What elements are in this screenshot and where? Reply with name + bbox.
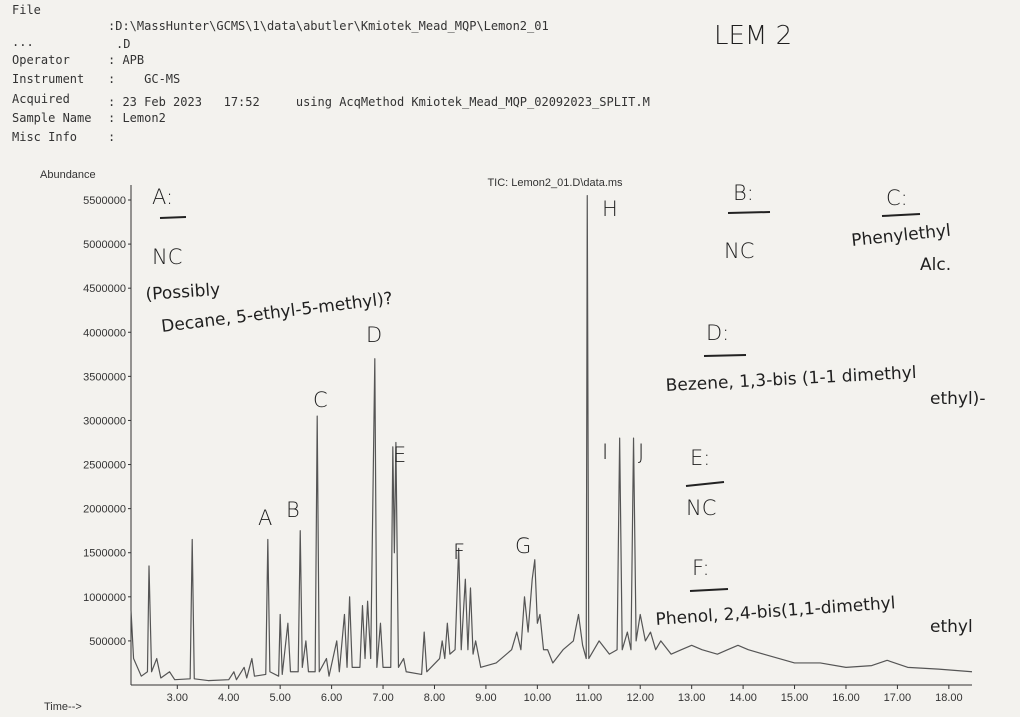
x-tick-label: 16.00	[832, 692, 860, 704]
peak-label: B	[286, 498, 300, 522]
note: A:	[152, 185, 173, 209]
header-key: File	[12, 3, 41, 17]
y-tick-label: 3500000	[83, 371, 126, 383]
y-tick-label: 1500000	[83, 548, 126, 560]
y-tick-label: 500000	[89, 636, 126, 648]
x-tick-label: 13.00	[678, 692, 706, 704]
y-tick-label: 5500000	[83, 195, 126, 207]
peak-label: F	[453, 540, 465, 564]
header: File :D:\MassHunter\GCMS\1\data\abutler\…	[12, 3, 792, 144]
note: E:	[690, 446, 710, 470]
peak-label: J	[638, 440, 644, 464]
underline	[703, 354, 747, 357]
chromatogram-line	[130, 194, 973, 682]
underline	[685, 481, 725, 487]
y-tick-label: 1000000	[83, 592, 126, 604]
y-tick-label: 2000000	[83, 504, 126, 516]
x-tick-label: 12.00	[626, 692, 654, 704]
header-key: Instrument	[12, 72, 84, 86]
x-tick-label: 5.00	[269, 692, 290, 704]
note: NC	[152, 245, 182, 269]
note: B:	[733, 181, 754, 205]
x-tick-label: 3.00	[167, 692, 188, 704]
peak-label: I	[602, 440, 608, 464]
x-tick-label: 17.00	[884, 692, 912, 704]
note: Phenol, 2,4-bis(1,1-dimethyl	[655, 593, 896, 630]
note: Alc.	[920, 255, 951, 275]
header-value: :	[108, 130, 115, 144]
header-value: : 23 Feb 2023 17:52 using AcqMethod Kmio…	[108, 95, 650, 109]
note: F:	[692, 556, 710, 580]
header-value: : GC-MS	[108, 72, 180, 86]
x-tick-label: 8.00	[424, 692, 445, 704]
peak-label: A	[258, 506, 272, 530]
y-tick-label: 3000000	[83, 415, 126, 427]
x-tick-label: 7.00	[372, 692, 393, 704]
handwritten-title: LEM 2	[714, 21, 792, 51]
x-tick-label: 14.00	[729, 692, 757, 704]
header-key: Acquired	[12, 92, 70, 106]
underline	[727, 211, 771, 214]
peak-label: G	[515, 534, 531, 558]
note: NC	[724, 239, 754, 263]
peak-label: H	[602, 197, 618, 221]
y-tick-label: 4000000	[83, 327, 126, 339]
peak-label: C	[313, 388, 328, 412]
x-tick-label: 18.00	[935, 692, 963, 704]
header-value: .D	[116, 37, 130, 51]
note: ethyl)-	[930, 389, 985, 409]
chart: Abundance TIC: Lemon2_01.D\data.ms Time-…	[40, 169, 973, 713]
header-value: : APB	[108, 53, 144, 67]
note: NC	[686, 496, 716, 520]
header-key: Operator	[12, 53, 70, 67]
header-value: :D:\MassHunter\GCMS\1\data\abutler\Kmiot…	[108, 19, 549, 33]
y-tick-label: 5000000	[83, 239, 126, 251]
header-key: Misc Info	[12, 130, 77, 144]
peak-labels: A B C D E F G H I J	[258, 197, 644, 564]
x-tick-label: 4.00	[218, 692, 239, 704]
peak-label: D	[366, 323, 382, 347]
note: Bezene, 1,3-bis (1-1 dimethyl	[665, 363, 917, 396]
header-key: ...	[12, 35, 34, 49]
x-axis-label: Time-->	[44, 701, 82, 713]
x-tick-label: 11.00	[575, 692, 602, 704]
header-key: Sample Name	[12, 111, 91, 125]
y-axis-label: Abundance	[40, 169, 96, 181]
x-tick-label: 6.00	[321, 692, 342, 704]
y-tick-label: 2500000	[83, 460, 126, 472]
header-value: : Lemon2	[108, 111, 166, 125]
note: D:	[706, 321, 729, 345]
chart-title: TIC: Lemon2_01.D\data.ms	[487, 177, 623, 189]
note: (Possibly	[145, 280, 221, 305]
y-tick-label: 4500000	[83, 283, 126, 295]
x-tick-label: 10.00	[524, 692, 552, 704]
note: C:	[886, 186, 908, 210]
underline	[689, 588, 729, 592]
note: ethyl	[930, 617, 973, 637]
x-tick-label: 15.00	[781, 692, 809, 704]
x-tick-label: 9.00	[475, 692, 496, 704]
handwritten-notes: A: NC (Possibly Decane, 5-ethyl-5-methyl…	[145, 181, 985, 637]
note: Phenylethyl	[850, 221, 951, 251]
underline	[159, 216, 187, 219]
underline	[881, 213, 921, 217]
peak-label: E	[393, 443, 406, 467]
